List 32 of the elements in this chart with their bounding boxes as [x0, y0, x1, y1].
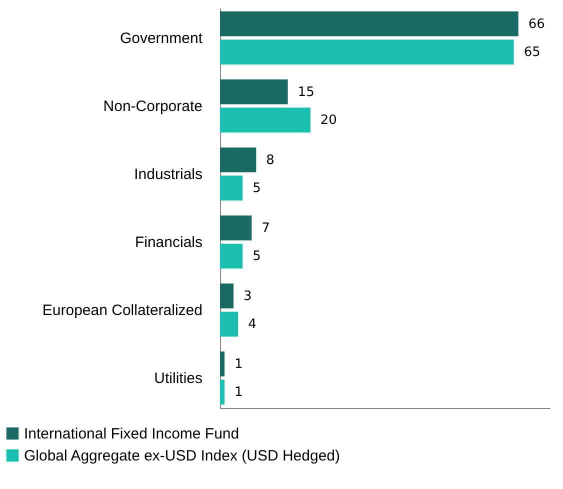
bar	[220, 380, 225, 405]
data-label: 7	[262, 220, 270, 236]
bar	[220, 11, 518, 36]
bar	[220, 79, 288, 104]
data-label: 66	[528, 16, 545, 32]
data-label: 8	[266, 152, 274, 168]
bar	[220, 215, 252, 240]
legend-label: Global Aggregate ex-USD Index (USD Hedged)	[24, 448, 340, 464]
y-tick-label: Industrials	[134, 166, 202, 183]
data-label: 3	[244, 288, 252, 304]
bar	[220, 147, 256, 172]
data-label: 1	[234, 356, 243, 372]
bar	[220, 244, 243, 269]
data-label: 5	[252, 249, 261, 264]
bar	[220, 312, 238, 337]
bar	[220, 108, 310, 132]
data-label: 15	[298, 84, 314, 100]
data-label: 5	[252, 181, 261, 196]
data-label: 65	[524, 45, 540, 60]
data-label: 20	[320, 113, 337, 128]
y-tick-label: Government	[120, 30, 204, 47]
bar	[220, 176, 243, 201]
bar	[220, 40, 514, 64]
legend-label: International Fixed Income Fund	[24, 426, 240, 442]
y-tick-label: European Collateralized	[42, 302, 202, 320]
bar	[220, 284, 234, 308]
y-tick-label: Financials	[134, 234, 202, 252]
y-tick-label: Utilities	[154, 370, 202, 388]
data-label: 1	[234, 385, 243, 400]
bar	[220, 352, 225, 376]
data-label: 4	[248, 317, 256, 332]
y-tick-label: Non-Corporate	[103, 98, 202, 115]
